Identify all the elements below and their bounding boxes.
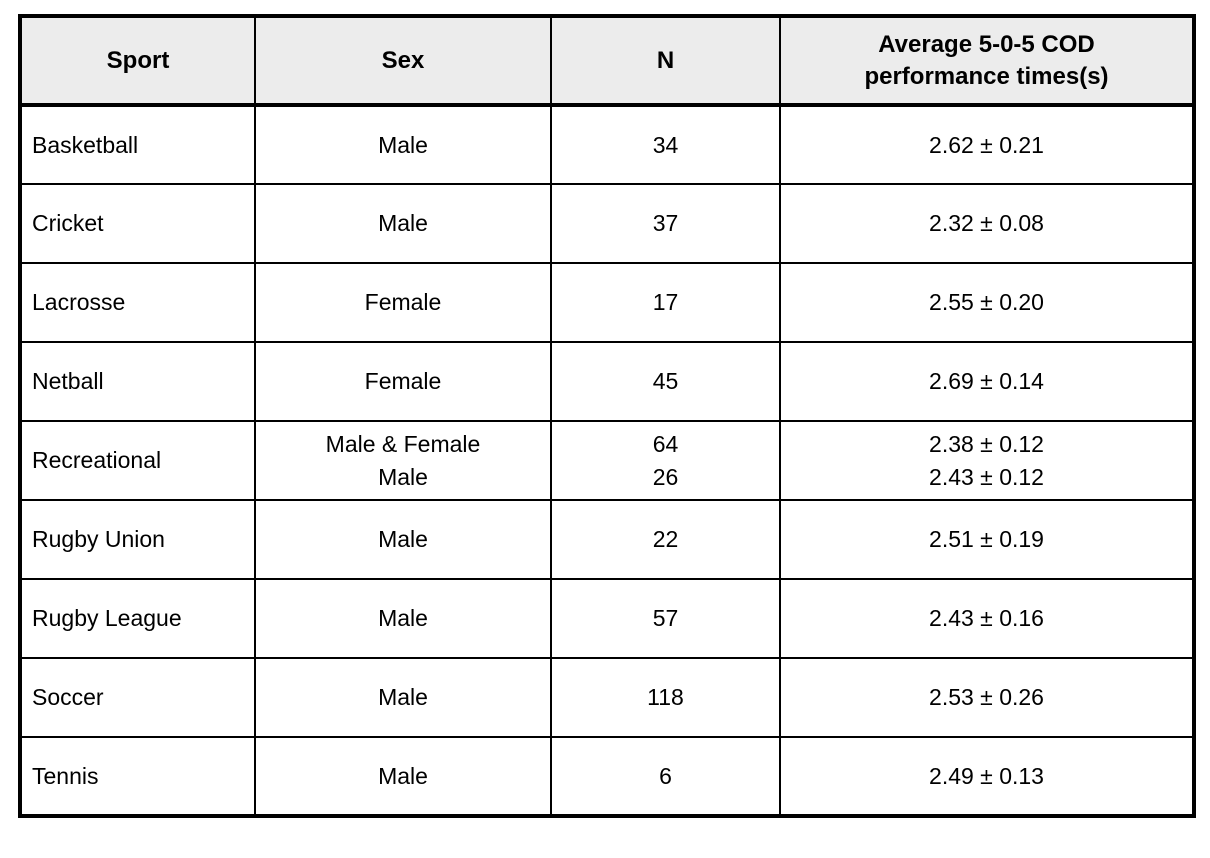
table-row: Tennis Male 6 2.49 ± 0.13 [19, 736, 1195, 817]
cell-time: 2.38 ± 0.12 2.43 ± 0.12 [779, 420, 1195, 501]
cell-sex: Male [254, 578, 552, 659]
cell-n: 17 [550, 262, 781, 343]
cell-time: 2.49 ± 0.13 [779, 736, 1195, 817]
cell-sport: Recreational [19, 420, 256, 501]
cell-time: 2.51 ± 0.19 [779, 499, 1195, 580]
cell-n: 34 [550, 104, 781, 185]
table-row: Rugby League Male 57 2.43 ± 0.16 [19, 578, 1195, 659]
cell-time: 2.69 ± 0.14 [779, 341, 1195, 422]
cell-n: 22 [550, 499, 781, 580]
cell-sport: Lacrosse [19, 262, 256, 343]
cell-sport: Basketball [19, 104, 256, 185]
cell-sport: Tennis [19, 736, 256, 817]
table-row: Cricket Male 37 2.32 ± 0.08 [19, 183, 1195, 264]
cell-sport: Rugby League [19, 578, 256, 659]
cell-n: 45 [550, 341, 781, 422]
header-row: Sport Sex N Average 5-0-5 COD performanc… [19, 15, 1195, 107]
cell-sex: Male & Female Male [254, 420, 552, 501]
table-row: Basketball Male 34 2.62 ± 0.21 [19, 104, 1195, 185]
cell-sex: Male [254, 104, 552, 185]
cell-sex: Male [254, 183, 552, 264]
table-row: Netball Female 45 2.69 ± 0.14 [19, 341, 1195, 422]
column-header-sex: Sex [254, 15, 552, 107]
table-container: Sport Sex N Average 5-0-5 COD performanc… [18, 14, 1196, 818]
column-header-time: Average 5-0-5 COD performance times(s) [779, 15, 1195, 107]
cell-sex: Male [254, 499, 552, 580]
column-header-n: N [550, 15, 781, 107]
cell-time: 2.62 ± 0.21 [779, 104, 1195, 185]
table-row: Lacrosse Female 17 2.55 ± 0.20 [19, 262, 1195, 343]
table-row: Rugby Union Male 22 2.51 ± 0.19 [19, 499, 1195, 580]
cell-sex: Male [254, 657, 552, 738]
column-header-sport: Sport [19, 15, 256, 107]
performance-table: Sport Sex N Average 5-0-5 COD performanc… [18, 14, 1196, 818]
cell-n: 57 [550, 578, 781, 659]
cell-n: 6 [550, 736, 781, 817]
cell-sex: Male [254, 736, 552, 817]
table-header: Sport Sex N Average 5-0-5 COD performanc… [19, 15, 1195, 107]
table-row: Recreational Male & Female Male 64 26 2.38 … [19, 420, 1195, 501]
cell-time: 2.55 ± 0.20 [779, 262, 1195, 343]
cell-sport: Cricket [19, 183, 256, 264]
cell-time: 2.53 ± 0.26 [779, 657, 1195, 738]
cell-sport: Netball [19, 341, 256, 422]
cell-sex: Female [254, 341, 552, 422]
cell-sport: Soccer [19, 657, 256, 738]
cell-time: 2.43 ± 0.16 [779, 578, 1195, 659]
cell-n: 118 [550, 657, 781, 738]
cell-n: 37 [550, 183, 781, 264]
cell-time: 2.32 ± 0.08 [779, 183, 1195, 264]
table-body: Basketball Male 34 2.62 ± 0.21 Cricket Male 37… [19, 104, 1195, 817]
table-row: Soccer Male 118 2.53 ± 0.26 [19, 657, 1195, 738]
cell-sex: Female [254, 262, 552, 343]
cell-sport: Rugby Union [19, 499, 256, 580]
cell-n: 64 26 [550, 420, 781, 501]
